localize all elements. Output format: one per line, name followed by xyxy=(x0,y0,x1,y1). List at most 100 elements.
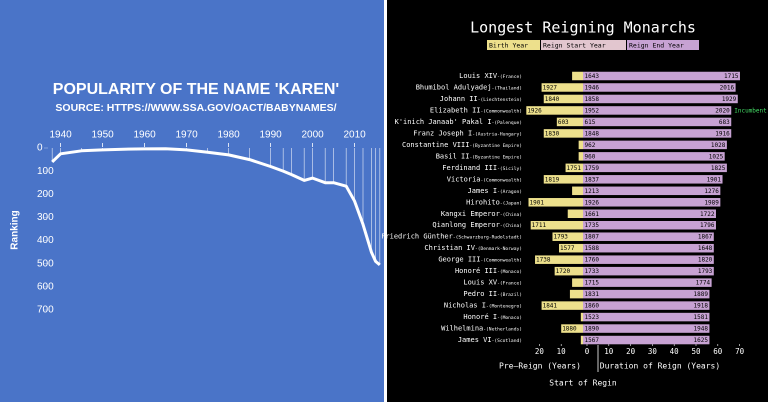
monarch-label: Hirohito-(Japan) xyxy=(466,198,522,206)
end-year-label: 1581 xyxy=(693,314,708,321)
monarch-name: Elizabeth II xyxy=(430,106,481,114)
x-tick-label: 20 xyxy=(535,347,545,356)
end-year-label: 2016 xyxy=(720,84,735,91)
x-tick-label: 1960 xyxy=(133,130,156,141)
x-tick-label: 30 xyxy=(648,347,658,356)
monarch-label: Franz Joseph I-(Austria-Hungary) xyxy=(413,129,522,137)
pre-reign-bar xyxy=(552,232,583,241)
x-tick-label: 20 xyxy=(626,347,636,356)
end-year-label: 1901 xyxy=(707,176,722,183)
pre-reign-bar xyxy=(572,71,583,81)
monarch-country: -(Montenegro) xyxy=(486,303,522,309)
legend-label: Birth Year xyxy=(489,42,528,50)
monarch-name: Hirohito xyxy=(466,198,500,206)
end-year-label: 1989 xyxy=(704,199,719,206)
end-year-label: 1025 xyxy=(709,153,724,160)
end-year-label: 1918 xyxy=(693,303,708,310)
x-tick-label: 0 xyxy=(585,347,590,356)
monarch-name: Wilhelmina xyxy=(441,325,483,333)
legend-label: Reign End Year xyxy=(629,42,684,50)
pre-reign-bar xyxy=(541,301,583,310)
monarch-country: -(France) xyxy=(497,280,522,286)
monarch-country: -(Byzantine Empire) xyxy=(469,154,522,160)
reign-bar xyxy=(583,289,710,299)
start-year-label: 1733 xyxy=(585,268,600,275)
monarch-country: -(Monaco) xyxy=(497,269,522,275)
monarch-country: -(Schwarzburg-Rudolstadt) xyxy=(453,234,522,240)
reign-bar xyxy=(583,83,736,92)
pre-reign-bar xyxy=(559,243,583,253)
pre-reign-bar xyxy=(572,278,583,287)
x-tick-label: 2010 xyxy=(343,130,366,141)
x-axis-label-right: Duration of Reign (Years) xyxy=(600,362,720,371)
x-tick-label: 1980 xyxy=(217,130,240,141)
reign-bar xyxy=(583,220,716,230)
end-year-label: 1276 xyxy=(704,188,719,195)
reign-bar xyxy=(583,335,710,345)
end-year-label: 1889 xyxy=(693,291,708,298)
birth-year-label: 1880 xyxy=(562,326,577,333)
reign-bar xyxy=(583,152,725,161)
y-tick-label: 0 xyxy=(37,143,43,154)
chart-title: POPULARITY OF THE NAME 'KAREN' xyxy=(53,81,339,98)
end-year-label: 1929 xyxy=(722,96,737,103)
pre-reign-bar xyxy=(543,129,583,138)
monarch-country: -(Liechtenstein) xyxy=(478,96,522,102)
start-year-label: 1837 xyxy=(585,176,600,183)
x-axis-label-bottom: Start of Regin xyxy=(549,379,617,388)
x-tick-label: 1950 xyxy=(91,130,114,141)
monarch-name: Franz Joseph I xyxy=(413,129,472,137)
end-year-label: 1948 xyxy=(693,326,708,333)
monarch-label: Honoré I-(Monaco) xyxy=(463,313,522,321)
reign-bar xyxy=(583,175,723,184)
start-year-label: 1858 xyxy=(585,96,600,103)
x-tick-label: 10 xyxy=(604,347,614,356)
reign-bar xyxy=(583,163,727,173)
end-year-label: 1796 xyxy=(700,222,715,229)
monarch-name: Constantine VIII xyxy=(402,141,469,149)
birth-year-label: 1577 xyxy=(560,245,575,252)
reign-bar xyxy=(583,106,732,115)
x-tick-label: 1940 xyxy=(49,130,72,141)
pre-reign-bar xyxy=(526,106,583,115)
x-tick-label: 60 xyxy=(713,347,723,356)
monarch-label: Louis XIV-(France) xyxy=(459,72,522,80)
monarch-label: Ferdinand III-(Sicily) xyxy=(442,164,522,172)
monarch-name: Ferdinand III xyxy=(442,164,497,172)
x-tick-label: 70 xyxy=(735,347,745,356)
pre-reign-bar xyxy=(541,83,583,92)
monarch-name: Christian IV xyxy=(424,244,475,252)
start-year-label: 1760 xyxy=(585,257,600,264)
monarch-country: -(China) xyxy=(500,211,522,217)
monarch-name: Honoré III xyxy=(455,267,497,275)
monarch-label: Victoria-(Commonwealth) xyxy=(447,175,522,183)
x-tick-label: 1970 xyxy=(175,130,198,141)
end-year-label: 1648 xyxy=(698,245,713,252)
monarch-label: Friedrich Günther-(Schwarzburg-Rudolstad… xyxy=(381,233,522,241)
start-year-label: 1807 xyxy=(585,234,600,241)
reign-bar xyxy=(583,71,740,81)
end-year-label: 1028 xyxy=(711,142,726,149)
divider xyxy=(384,0,387,402)
x-tick-label: 40 xyxy=(670,347,680,356)
monarch-label: Basil II-(Byzantine Empire) xyxy=(436,152,522,160)
pre-reign-bar xyxy=(528,198,583,207)
monarch-name: K'inich Janaab' Pakal I xyxy=(395,118,492,126)
end-year-label: 1867 xyxy=(698,234,713,241)
x-axis-label-left: Pre–Reign (Years) xyxy=(499,362,581,371)
pre-reign-bar xyxy=(530,220,583,230)
pre-reign-bar xyxy=(578,140,583,150)
birth-year-label: 1830 xyxy=(545,130,560,137)
start-year-label: 1735 xyxy=(585,222,600,229)
monarch-name: Basil II xyxy=(436,152,470,160)
monarch-name: Nicholas I xyxy=(444,302,486,310)
y-axis-label: Ranking xyxy=(10,210,21,249)
monarch-country: -(Palenque) xyxy=(492,119,522,125)
monarch-name: James I xyxy=(468,187,498,195)
monarch-label: Kangxi Emperor-(China) xyxy=(441,210,522,218)
legend-swatch xyxy=(541,40,626,50)
end-year-label: 1820 xyxy=(698,257,713,264)
legend-swatch xyxy=(487,40,540,50)
monarch-name: Victoria xyxy=(447,175,481,183)
